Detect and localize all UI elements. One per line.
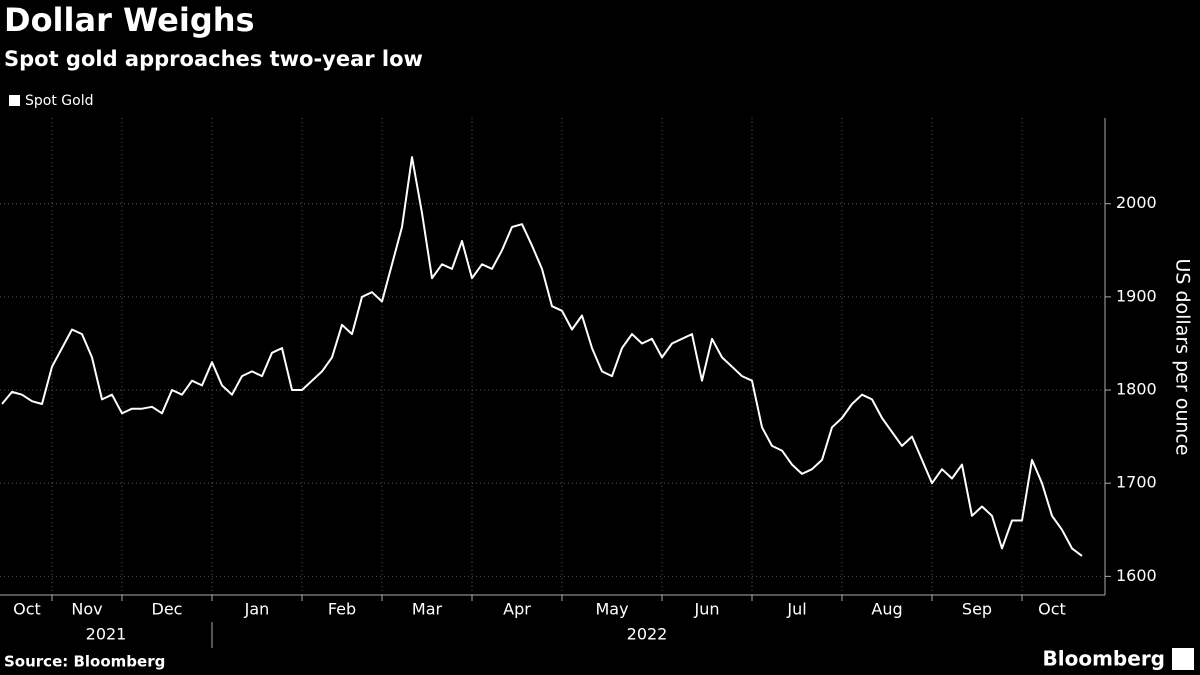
- x-tick-label: Jun: [694, 600, 720, 619]
- x-tick-label: Oct: [1038, 600, 1066, 619]
- y-tick-label: 1700: [1116, 473, 1157, 492]
- x-tick-label: Jul: [786, 600, 806, 619]
- brand: Bloomberg: [1043, 647, 1165, 671]
- legend-label: Spot Gold: [25, 93, 93, 109]
- chart-title: Dollar Weighs: [4, 1, 255, 39]
- x-tick-label: May: [595, 600, 628, 619]
- legend-swatch: [9, 95, 20, 106]
- year-label: 2021: [86, 625, 127, 644]
- price-line: [1, 156, 1083, 557]
- x-tick-label: Jan: [244, 600, 270, 619]
- x-tick-label: Aug: [871, 600, 902, 619]
- x-tick-label: Dec: [152, 600, 183, 619]
- x-tick-label: Sep: [962, 600, 992, 619]
- y-tick-label: 1800: [1116, 380, 1157, 399]
- x-tick-label: Nov: [71, 600, 102, 619]
- x-tick-label: Apr: [503, 600, 531, 619]
- y-tick-label: 1600: [1116, 566, 1157, 585]
- brand-icon: [1172, 648, 1194, 670]
- x-tick-label: Feb: [328, 600, 356, 619]
- year-label: 2022: [627, 625, 668, 644]
- source: Source: Bloomberg: [4, 653, 165, 671]
- chart-subtitle: Spot gold approaches two-year low: [4, 47, 423, 71]
- x-tick-label: Oct: [13, 600, 41, 619]
- y-tick-label: 2000: [1116, 193, 1157, 212]
- x-tick-label: Mar: [412, 600, 443, 619]
- y-tick-label: 1900: [1116, 286, 1157, 305]
- y-axis-label: US dollars per ounce: [1172, 258, 1194, 455]
